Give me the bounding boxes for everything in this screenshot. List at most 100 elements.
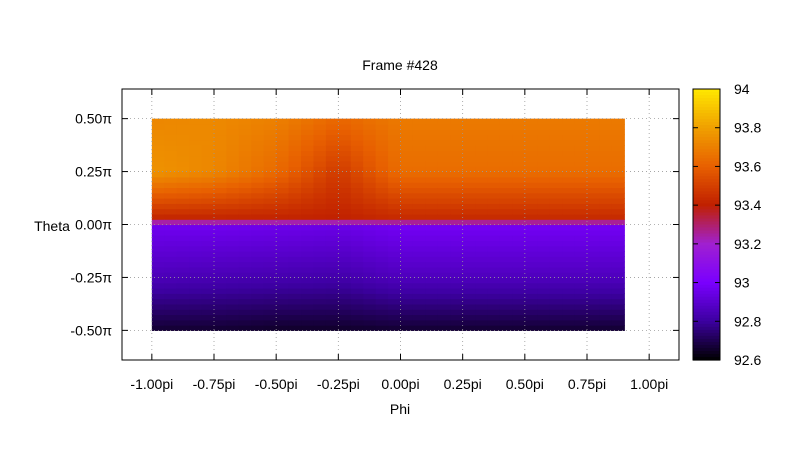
- heatmap-cell: [537, 160, 551, 167]
- heatmap-cell: [176, 171, 190, 178]
- heatmap-cell: [450, 192, 464, 199]
- heatmap-cell: [301, 166, 315, 173]
- colorbar-segment: [693, 104, 720, 108]
- heatmap-cell: [549, 293, 563, 300]
- heatmap-cell: [562, 319, 576, 326]
- heatmap-cell: [487, 155, 501, 162]
- heatmap-cell: [425, 176, 439, 183]
- heatmap-cell: [437, 224, 451, 231]
- heatmap-cell: [151, 256, 165, 263]
- heatmap-cell: [214, 298, 228, 305]
- heatmap-cell: [189, 176, 203, 183]
- heatmap-cell: [276, 219, 290, 226]
- heatmap-cell: [238, 187, 252, 194]
- heatmap-cell: [176, 261, 190, 268]
- heatmap-cell: [301, 266, 315, 273]
- heatmap-cell: [475, 182, 489, 189]
- heatmap-cell: [475, 288, 489, 294]
- heatmap-cell: [325, 134, 339, 141]
- heatmap-cell: [425, 266, 439, 273]
- heatmap-cell: [288, 261, 302, 268]
- heatmap-cell: [549, 224, 563, 231]
- colorbar-tick-label: 92.6: [734, 352, 761, 368]
- heatmap-cell: [487, 314, 501, 321]
- heatmap-cell: [263, 123, 277, 130]
- heatmap-cell: [151, 187, 165, 194]
- heatmap-cell: [189, 192, 203, 199]
- heatmap-cell: [437, 309, 451, 316]
- heatmap-cell: [462, 150, 476, 157]
- heatmap-cell: [363, 134, 377, 141]
- heatmap-cell: [425, 235, 439, 241]
- heatmap-cell: [524, 293, 538, 300]
- heatmap-cell: [251, 166, 265, 173]
- heatmap-cell: [599, 198, 613, 204]
- colorbar-segment: [693, 251, 720, 256]
- heatmap-cell: [226, 134, 240, 141]
- heatmap-cell: [462, 224, 476, 231]
- heatmap-cell: [537, 166, 551, 173]
- heatmap-cell: [276, 229, 290, 236]
- heatmap-cell: [325, 213, 339, 220]
- heatmap-cell: [462, 256, 476, 263]
- heatmap-cell: [425, 160, 439, 167]
- heatmap-cell: [201, 160, 215, 167]
- heatmap-cell: [301, 319, 315, 326]
- heatmap-cell: [338, 309, 352, 316]
- heatmap-cell: [214, 187, 228, 194]
- heatmap-cell: [363, 187, 377, 194]
- heatmap-cell: [214, 123, 228, 130]
- heatmap-cell: [251, 198, 265, 204]
- heatmap-cell: [611, 166, 625, 173]
- heatmap-cell: [338, 145, 352, 151]
- heatmap-cell: [537, 245, 551, 252]
- heatmap-cell: [412, 250, 426, 257]
- colorbar-segment: [693, 131, 720, 135]
- heatmap-cell: [263, 160, 277, 167]
- heatmap-cell: [263, 155, 277, 162]
- heatmap-cell: [338, 134, 352, 141]
- heatmap-cell: [475, 145, 489, 151]
- heatmap-cell: [301, 219, 315, 226]
- heatmap-cell: [164, 224, 178, 231]
- heatmap-cell: [462, 160, 476, 167]
- heatmap-cell: [350, 298, 364, 305]
- heatmap-cell: [475, 256, 489, 263]
- heatmap-cell: [375, 245, 389, 252]
- heatmap-cell: [475, 150, 489, 157]
- heatmap-cell: [251, 155, 265, 162]
- heatmap-cell: [276, 288, 290, 294]
- heatmap-cell: [338, 293, 352, 300]
- heatmap-cell: [301, 272, 315, 279]
- heatmap-cell: [487, 176, 501, 183]
- heatmap-cell: [487, 139, 501, 146]
- heatmap-cell: [611, 118, 625, 125]
- heatmap-cell: [313, 160, 327, 167]
- heatmap-cell: [400, 123, 414, 130]
- heatmap-cell: [437, 325, 451, 331]
- heatmap-cell: [176, 145, 190, 151]
- x-tick-label: -0.25pi: [317, 376, 360, 392]
- heatmap-cell: [462, 288, 476, 294]
- heatmap-cell: [400, 203, 414, 210]
- heatmap-cell: [151, 166, 165, 173]
- heatmap-cell: [475, 155, 489, 162]
- colorbar-segment: [693, 236, 720, 241]
- heatmap-cell: [313, 118, 327, 125]
- heatmap-cell: [263, 219, 277, 226]
- heatmap-cell: [214, 160, 228, 167]
- heatmap-cell: [450, 229, 464, 236]
- heatmap-cell: [549, 250, 563, 257]
- heatmap-cell: [537, 198, 551, 204]
- heatmap-cell: [238, 203, 252, 210]
- heatmap-cell: [412, 272, 426, 279]
- heatmap-cell: [537, 298, 551, 305]
- heatmap-cell: [450, 171, 464, 178]
- heatmap-cell: [487, 160, 501, 167]
- heatmap-cell: [611, 272, 625, 279]
- heatmap-cell: [251, 129, 265, 136]
- heatmap-cell: [437, 303, 451, 310]
- heatmap-cell: [562, 282, 576, 289]
- colorbar-segment: [693, 215, 720, 220]
- heatmap-cell: [288, 266, 302, 273]
